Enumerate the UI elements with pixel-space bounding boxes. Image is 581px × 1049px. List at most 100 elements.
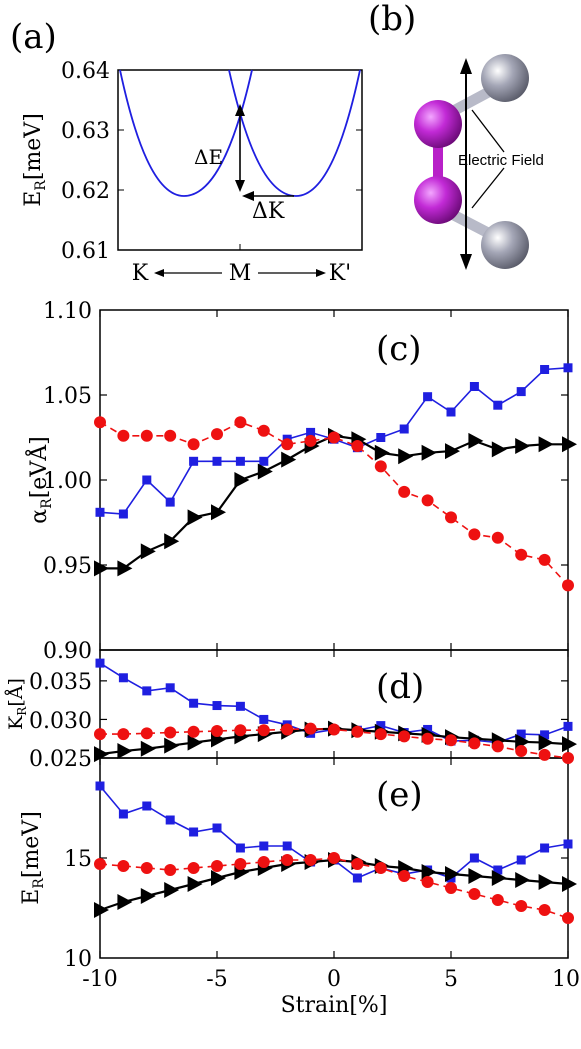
c-ytick-090: 0.90 [43,639,92,664]
point-c-circle-6 [234,416,247,429]
point-c-triangle-19 [538,436,554,453]
point-e-square-3 [165,815,175,825]
point-c-square-17 [493,400,503,410]
point-c-triangle-12 [374,444,390,461]
panel-a-dK-label: ΔK [252,199,285,224]
data-layer [94,363,577,924]
e-ytick-10: 10 [64,947,92,972]
x-axis-label: Strain[%] [281,993,388,1018]
point-d-circle-12 [374,728,387,741]
panel-label-a: (a) [10,17,57,57]
panel-a-x-arrows [154,269,326,277]
point-c-circle-20 [562,579,574,592]
point-d-square-3 [165,683,175,693]
panel-a: 0.64 0.63 0.62 0.61 ER[meV] ΔE ΔK K M K' [21,59,363,286]
point-e-circle-15 [445,882,457,894]
point-c-circle-4 [187,438,200,451]
point-c-triangle-2 [140,543,156,560]
point-c-square-9 [306,427,316,437]
d-ytick-0025: 0.025 [29,747,92,772]
point-e-triangle-19 [538,874,554,890]
point-c-square-1 [118,509,128,519]
point-e-circle-9 [304,854,317,866]
panel-a-ytick-3: 0.61 [61,239,110,264]
point-c-circle-11 [351,440,364,452]
atom-gray-bottom [481,221,529,269]
point-c-circle-5 [211,428,223,441]
point-c-circle-9 [304,434,317,447]
point-e-square-11 [352,873,362,883]
point-e-triangle-1 [117,894,133,910]
point-e-square-2 [142,801,152,811]
point-c-triangle-1 [117,560,133,577]
point-c-circle-1 [117,429,130,442]
point-e-circle-2 [140,862,153,874]
point-c-triangle-4 [187,509,203,526]
point-d-circle-9 [304,722,317,735]
c-ytick-110: 1.10 [43,299,92,324]
point-e-square-1 [118,809,128,819]
point-e-square-0 [95,781,105,791]
panel-a-dE-arrow [235,104,245,192]
point-d-circle-1 [117,728,130,741]
point-c-square-19 [540,365,550,374]
point-c-square-13 [399,424,409,434]
point-d-circle-15 [445,734,457,747]
point-d-circle-13 [398,730,411,743]
point-e-square-17 [493,865,503,875]
point-e-circle-3 [164,864,177,876]
point-d-triangle-2 [140,740,156,757]
point-c-circle-19 [538,553,551,566]
point-e-circle-14 [421,876,434,888]
point-e-square-16 [469,853,479,863]
c-ytick-100: 1.00 [43,469,92,494]
point-c-triangle-15 [445,443,460,460]
point-e-triangle-0 [94,902,109,918]
point-d-square-4 [189,698,199,708]
point-e-square-8 [282,841,292,851]
point-c-square-15 [446,407,456,417]
point-c-square-20 [563,363,573,373]
point-d-square-2 [142,686,152,696]
x-tick-0: 0 [327,967,341,992]
x-tick-10: 10 [552,967,580,992]
point-c-circle-7 [257,424,270,437]
point-d-triangle-19 [538,734,554,751]
panel-label-e: (e) [376,775,423,815]
c-ytick-105: 1.05 [43,384,92,409]
point-c-circle-18 [515,548,528,561]
point-c-triangle-3 [164,533,180,550]
point-d-triangle-4 [187,734,203,751]
point-d-square-19 [540,730,550,740]
panel-a-xtick-Kp: K' [329,261,351,286]
point-c-circle-16 [468,528,481,541]
point-d-triangle-0 [94,746,109,763]
point-e-circle-19 [538,904,551,916]
point-c-square-4 [189,456,199,466]
point-e-square-19 [540,843,550,853]
panel-a-xtick-M: M [229,261,252,286]
panel-a-ytick-0: 0.64 [61,59,110,84]
point-d-square-7 [259,714,269,724]
point-c-circle-3 [164,429,177,442]
point-c-triangle-16 [468,432,484,449]
point-e-circle-20 [562,912,574,924]
series-line-c-circle [99,421,569,586]
point-c-circle-8 [281,438,294,451]
panel-label-c: (c) [376,329,422,369]
point-e-circle-16 [468,888,481,900]
point-c-triangle-18 [515,438,531,454]
panel-a-dK-arrow [242,191,294,201]
point-c-square-0 [95,507,105,517]
point-c-square-2 [142,475,152,485]
atom-gray-top [481,54,529,102]
point-e-square-6 [235,843,245,853]
point-e-circle-13 [398,870,411,882]
point-e-circle-12 [374,862,387,874]
point-d-circle-11 [351,725,364,738]
point-c-circle-10 [328,431,340,444]
point-c-triangle-14 [421,444,437,461]
point-d-circle-5 [211,725,223,737]
point-d-triangle-1 [117,743,133,760]
point-d-square-12 [376,721,386,731]
